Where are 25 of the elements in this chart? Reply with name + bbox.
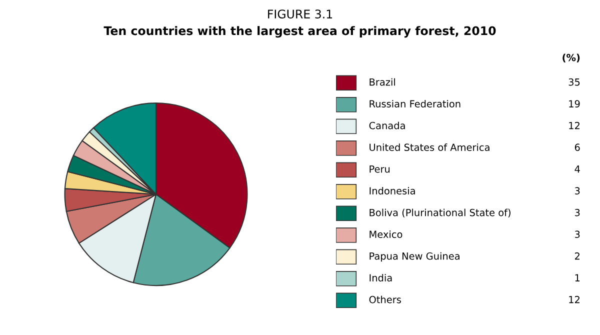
data-label: 12	[569, 122, 580, 130]
legend-label: Russian Federation	[370, 100, 460, 108]
legend-label: Peru	[370, 166, 390, 173]
data-label: 3	[574, 187, 580, 194]
legend-label: Canada	[369, 122, 405, 130]
legend-label: Indonesia	[370, 186, 415, 194]
data-label: 12	[569, 296, 580, 304]
data-label: 1	[575, 274, 580, 282]
chart-title: FIGURE 3.1	[268, 10, 332, 18]
chart-subtitle: Ten countries with the largest area of primary forest, 2010	[104, 26, 496, 38]
data-label: 3	[574, 208, 580, 216]
legend-label: United States of America	[370, 143, 490, 151]
legend-label: Brazil	[370, 78, 395, 86]
data-label: 3	[574, 230, 580, 238]
data-label: 35	[568, 78, 580, 86]
data-label: 2	[574, 252, 580, 260]
text: (%)	[562, 54, 580, 62]
data-label: 19	[569, 100, 580, 108]
legend-label: India	[370, 274, 392, 282]
legend-label: Boliva (Plurinational State of)	[370, 208, 510, 218]
data-label: 4	[574, 166, 580, 173]
legend-label: Mexico	[370, 230, 402, 238]
legend-label: Others	[369, 296, 401, 304]
legend-label: Papua New Guinea	[370, 252, 460, 262]
data-label: 6	[574, 144, 580, 151]
